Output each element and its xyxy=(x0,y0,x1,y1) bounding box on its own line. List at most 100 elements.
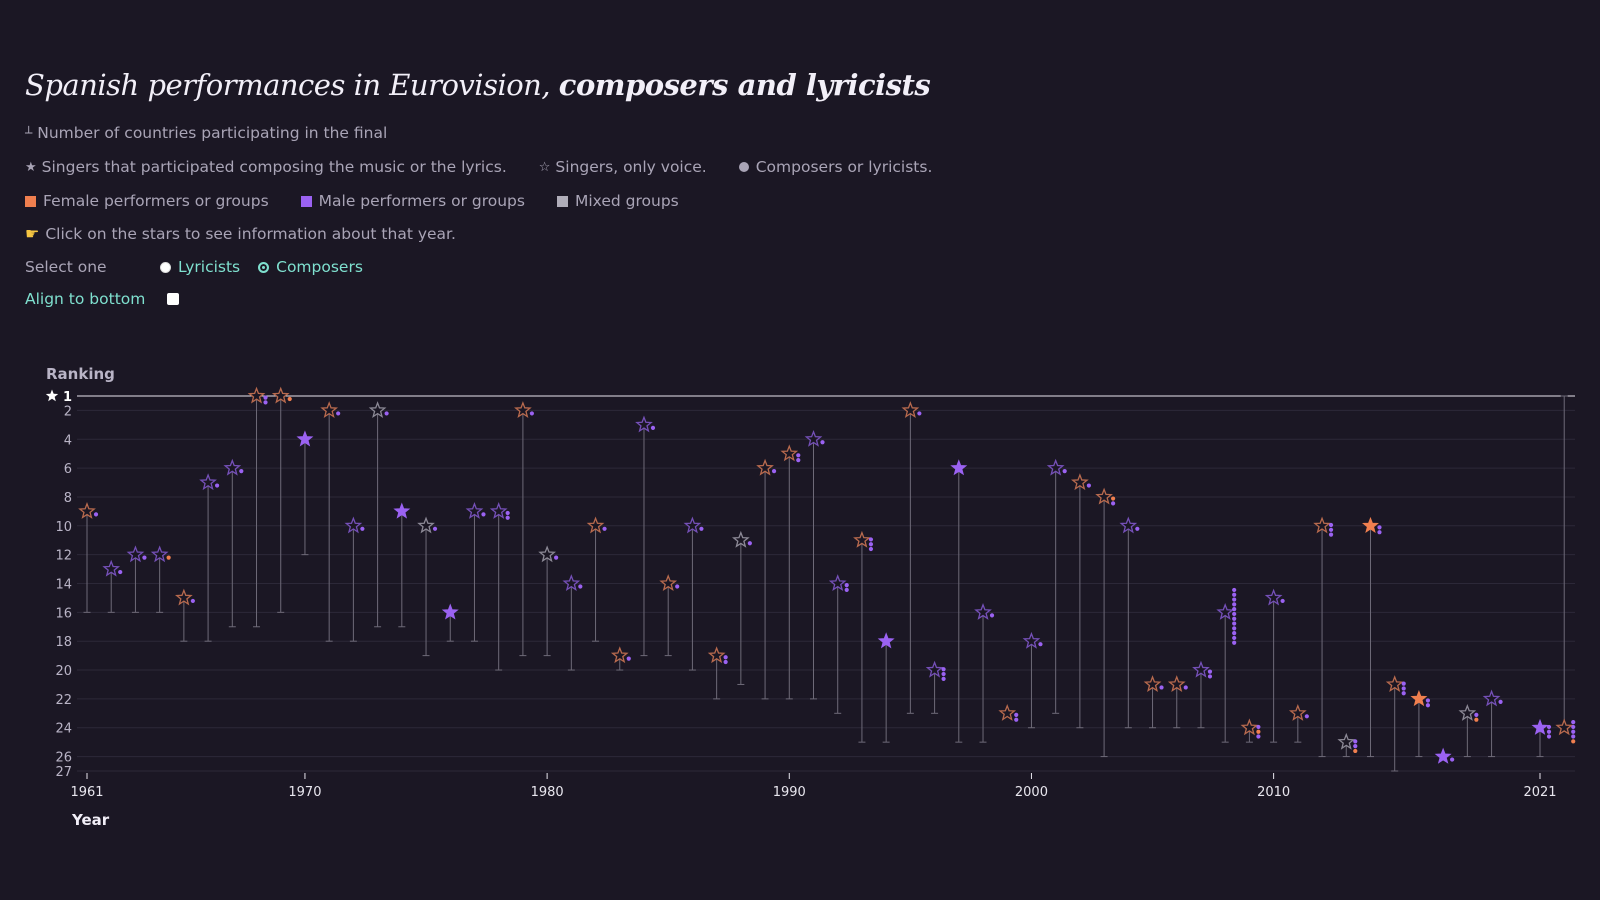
singer-star-outline xyxy=(175,588,193,606)
singer-star-outline xyxy=(1167,675,1186,693)
radio-composers-label[interactable]: Composers xyxy=(276,258,363,276)
composer-dot xyxy=(1232,616,1237,621)
radio-lyricists-label[interactable]: Lyricists xyxy=(178,258,241,276)
composer-dot xyxy=(1328,522,1334,528)
singer-star-filled xyxy=(877,632,895,649)
singer-star-outline xyxy=(1264,588,1283,606)
singer-star-outline xyxy=(780,444,799,462)
composer-dot xyxy=(1207,674,1213,679)
composer-dot xyxy=(844,587,849,593)
legend-genders: Female performers or groups Male perform… xyxy=(25,192,711,210)
singer-star-outline xyxy=(925,660,944,678)
composer-dot xyxy=(1474,717,1479,722)
singer-star-outline xyxy=(1143,675,1162,693)
grid xyxy=(77,395,1575,772)
participants-tick-icon: ┴ xyxy=(25,126,33,140)
composer-dot xyxy=(1232,607,1237,612)
singer-star-filled xyxy=(950,459,968,476)
y-axis-title: Ranking xyxy=(46,365,115,383)
composer-dot xyxy=(1571,724,1576,730)
female-swatch xyxy=(25,195,36,207)
singer-star-outline xyxy=(247,386,266,404)
composer-dot xyxy=(505,515,510,520)
singer-star-outline xyxy=(1119,516,1138,534)
composer-dot xyxy=(868,546,874,552)
composer-dot xyxy=(699,526,704,531)
singer-star-outline xyxy=(489,502,508,519)
legend-female-label: Female performers or groups xyxy=(43,192,269,210)
singer-star-outline xyxy=(514,401,532,418)
y-tick-label: 10 xyxy=(55,520,72,535)
y-tick-label: 27 xyxy=(55,765,72,780)
composer-dot xyxy=(1353,744,1358,749)
composer-dot xyxy=(505,510,510,516)
singer-star-outline xyxy=(320,401,339,418)
radio-lyricists[interactable]: Lyricists xyxy=(160,258,240,276)
singer-star-filled xyxy=(1410,689,1428,707)
radio-composers-circle[interactable] xyxy=(258,261,270,273)
singer-star-outline xyxy=(974,603,992,620)
legend-item-singer-composer: ★ Singers that participated composing th… xyxy=(25,158,507,176)
composer-dot xyxy=(1159,685,1164,690)
composer-dot xyxy=(1377,530,1382,535)
marks xyxy=(78,386,1576,764)
outline-star-icon: ☆ xyxy=(538,159,551,175)
composer-dot xyxy=(1280,598,1285,604)
composer-dot xyxy=(1014,717,1019,722)
composer-dot xyxy=(1498,699,1503,704)
singer-star-outline xyxy=(465,502,484,519)
singer-star-outline xyxy=(344,516,363,534)
composer-dot xyxy=(1232,602,1237,607)
singer-star-filled xyxy=(296,430,314,447)
composer-dot xyxy=(1546,734,1552,739)
composer-dot xyxy=(1232,631,1237,636)
composer-dot xyxy=(214,483,220,488)
composer-dot xyxy=(1111,496,1116,501)
composer-dot xyxy=(1425,698,1431,703)
composer-dot xyxy=(1377,525,1382,530)
composer-dot xyxy=(578,584,583,589)
singer-star-outline xyxy=(562,574,581,592)
singer-star-outline xyxy=(1482,689,1501,707)
radio-composers[interactable]: Composers xyxy=(258,258,363,276)
align-checkbox[interactable] xyxy=(167,293,180,305)
y-tick-label: 1 xyxy=(63,390,72,405)
composer-dot xyxy=(1353,739,1358,744)
legend-male-label: Male performers or groups xyxy=(318,192,525,210)
singer-star-filled xyxy=(1362,516,1379,534)
composer-dot xyxy=(529,411,535,416)
align-label[interactable]: Align to bottom xyxy=(25,290,146,308)
composer-dot xyxy=(1232,592,1237,597)
composer-dot xyxy=(941,667,946,672)
singer-star-outline xyxy=(731,530,750,548)
x-tick-label: 1980 xyxy=(531,785,564,800)
composer-dot xyxy=(675,584,680,589)
composer-dot xyxy=(118,569,123,575)
composer-dot xyxy=(1135,526,1140,531)
y-tick-label: 24 xyxy=(55,722,72,737)
legend-singers: ★ Singers that participated composing th… xyxy=(25,158,964,176)
y-tick-label: 8 xyxy=(64,491,72,506)
x-tick-label: 2000 xyxy=(1015,785,1048,800)
singer-star-outline xyxy=(368,401,387,418)
composer-dot xyxy=(190,598,195,604)
composer-dot xyxy=(1353,748,1358,754)
y-tick-label: 18 xyxy=(55,635,72,650)
x-tick-label: 2021 xyxy=(1523,785,1556,800)
composer-dot xyxy=(820,440,825,445)
composer-dot xyxy=(1256,724,1261,730)
singer-star-filled xyxy=(393,502,411,519)
circle-icon xyxy=(738,162,749,172)
legend-mixed-label: Mixed groups xyxy=(574,192,679,210)
composer-dot xyxy=(384,411,389,416)
radio-lyricists-circle[interactable] xyxy=(160,261,171,273)
composer-dot xyxy=(1571,739,1576,744)
composer-dot xyxy=(1086,483,1091,488)
y-tick-label: 26 xyxy=(55,751,72,766)
x-tick-label: 1961 xyxy=(70,785,103,800)
y-tick-label: 4 xyxy=(64,433,72,448)
composer-dot xyxy=(1546,729,1552,734)
singer-star-outline xyxy=(1458,703,1477,721)
legend-participants: ┴ Number of countries participating in t… xyxy=(25,124,387,142)
